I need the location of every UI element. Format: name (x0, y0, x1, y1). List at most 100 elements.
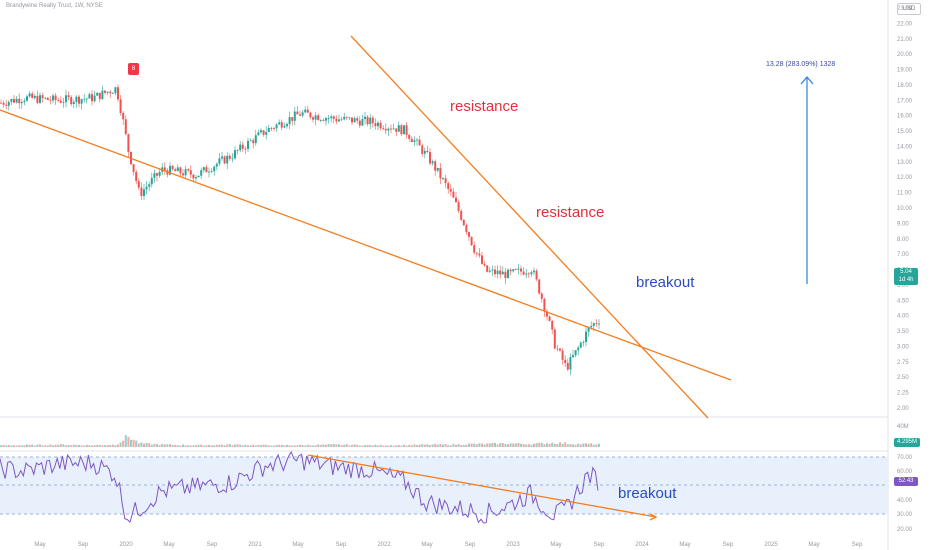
candle-body (145, 186, 148, 190)
time-tick-label: Sep (465, 542, 476, 548)
volume-bar (18, 445, 21, 447)
candle-body (195, 177, 197, 179)
volume-bar (254, 445, 257, 447)
candle-body (457, 202, 460, 211)
candle-body (192, 174, 195, 179)
candle-body (314, 115, 317, 120)
volume-bar (143, 443, 145, 447)
candle-body (538, 279, 541, 294)
candle-body (169, 165, 171, 175)
volume-bar (429, 444, 431, 447)
volume-bar (218, 444, 221, 447)
candle-body (18, 98, 21, 104)
price-tick-label: 13.00 (897, 160, 913, 166)
volume-bar (179, 445, 182, 447)
volume-bar (161, 444, 164, 447)
volume-bar (592, 444, 595, 447)
volume-bar (88, 445, 91, 447)
volume-bar (486, 443, 489, 447)
rsi-tick-label: 60.00 (897, 469, 913, 475)
volume-bar (449, 445, 452, 447)
candle-body (335, 118, 338, 122)
volume-bar (369, 445, 372, 447)
price-tick-label: 15.00 (897, 129, 913, 135)
candle-body (561, 350, 564, 360)
volume-bar (260, 445, 262, 447)
bar-countdown: 1d 4h (898, 277, 914, 283)
candle-body (514, 269, 517, 271)
candle-body (109, 91, 112, 94)
candle-body (525, 273, 528, 275)
time-tick-label: May (421, 542, 432, 548)
volume-bar (361, 445, 364, 447)
candle-body (379, 122, 382, 129)
current-price-value: 5.04 (900, 269, 912, 275)
volume-bar (33, 445, 36, 447)
volume-bar (280, 444, 283, 447)
volume-bar (265, 444, 268, 447)
volume-bar (564, 442, 567, 447)
support-trendline[interactable] (0, 109, 732, 381)
candle-body (200, 170, 203, 176)
volume-bar (184, 445, 187, 447)
candle-body (475, 252, 478, 254)
candle-body (174, 169, 177, 172)
chart-title: Brandywine Realty Trust, 1W, NYSE (6, 3, 103, 9)
current-volume-label: 4.295M (894, 438, 920, 447)
candle-body (52, 95, 54, 101)
volume-bar (197, 444, 200, 447)
volume-bar (314, 445, 317, 447)
volume-bar (553, 443, 556, 447)
volume-bar (332, 444, 335, 447)
volume-bar (395, 445, 398, 447)
candle-body (62, 102, 65, 103)
candle-body (132, 164, 135, 172)
candle-body (400, 125, 403, 135)
price-tick-label: 7.00 (897, 252, 909, 258)
measure-label[interactable]: 13.28 (283.09%) 1328 (766, 61, 836, 68)
resistance-label-1[interactable]: resistance (450, 98, 519, 115)
resistance-label-2[interactable]: resistance (536, 204, 605, 221)
volume-bar (101, 445, 104, 447)
volume-bar (241, 445, 244, 447)
candle-body (273, 128, 275, 129)
volume-bar (481, 443, 483, 447)
breakout-label-price[interactable]: breakout (636, 274, 695, 291)
candle-body (280, 122, 283, 128)
rsi-line (0, 450, 599, 524)
candle-body (262, 130, 265, 135)
volume-bar (213, 445, 216, 447)
candle-body (364, 116, 366, 120)
candle-body (286, 124, 288, 127)
rsi-tick-label: 30.00 (897, 512, 913, 518)
candle-body (595, 323, 598, 325)
signal-badge[interactable]: 8 (128, 63, 139, 75)
candle-body (257, 132, 260, 136)
candle-body (392, 128, 395, 130)
price-tick-label: 10.00 (897, 206, 913, 212)
candle-body (10, 98, 13, 102)
time-axis: May Sep 2020 May Sep 2021 May Sep 2022 May Sep 2023… (34, 542, 863, 548)
volume-bar (499, 443, 502, 447)
volume-bar (366, 444, 369, 447)
candle-body (348, 117, 351, 119)
rsi-trendline[interactable] (307, 454, 657, 518)
volume-bar (31, 444, 34, 447)
candle-body (546, 311, 548, 317)
candle-body (530, 272, 533, 275)
currency-selector[interactable]: USD (897, 3, 921, 15)
resistance-trendline[interactable] (350, 35, 709, 419)
volume-bar (202, 445, 205, 447)
volume-bar (10, 445, 13, 447)
candle-body (494, 269, 496, 275)
candle-body (535, 270, 538, 280)
price-tick-label: 9.00 (897, 221, 909, 227)
volume-bar (85, 444, 88, 447)
candle-body (293, 111, 296, 121)
candle-body (478, 253, 481, 256)
volume-bar (390, 445, 392, 447)
breakout-label-rsi[interactable]: breakout (618, 485, 677, 502)
candle-body (585, 331, 587, 343)
price-tick-label: 16.00 (897, 114, 913, 120)
